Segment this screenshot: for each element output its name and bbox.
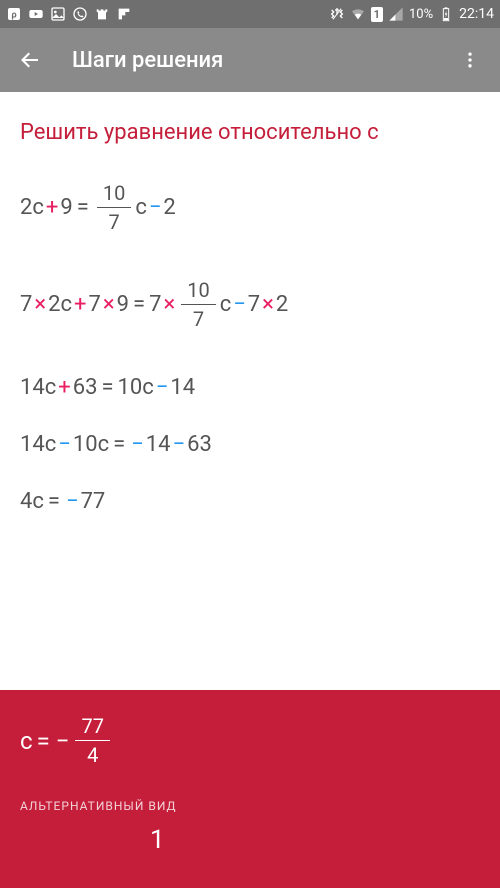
alternative-value: 1 — [20, 825, 480, 855]
numerator: 10 — [97, 181, 131, 208]
minus-op: − — [233, 292, 246, 317]
signal-icon — [388, 6, 404, 22]
minus-op: − — [173, 432, 186, 457]
battery-percent: 10% — [409, 7, 433, 22]
status-notifications: ρ — [6, 6, 132, 22]
minus-op: − — [66, 489, 79, 514]
times-op: × — [34, 292, 46, 317]
arrow-left-icon — [18, 48, 42, 72]
svg-text:ρ: ρ — [11, 9, 16, 20]
term: 2c — [20, 195, 44, 220]
times-op: × — [103, 292, 115, 317]
minus-op: − — [58, 432, 71, 457]
more-vert-icon — [460, 50, 480, 70]
equals-op: = — [101, 375, 113, 400]
equals-op: = — [113, 432, 125, 457]
minus-op: − — [56, 727, 70, 755]
overflow-menu-button[interactable] — [456, 46, 484, 74]
term: 10c — [73, 432, 109, 457]
plus-op: + — [74, 292, 86, 317]
equals-op: = — [37, 727, 50, 755]
page-title: Шаги решения — [72, 48, 456, 73]
term: 7 — [248, 292, 260, 317]
term: 7 — [149, 292, 161, 317]
denominator: 4 — [87, 741, 98, 767]
term: 63 — [73, 375, 98, 400]
result-var: c — [20, 727, 33, 755]
term: c — [220, 292, 232, 317]
term: 4c — [20, 489, 44, 514]
minus-op: − — [149, 195, 162, 220]
sim-label: 1 — [371, 7, 383, 22]
term: 10c — [118, 375, 154, 400]
step-4: 14c − 10c = − 14 − 63 — [20, 432, 480, 457]
alternative-label: АЛЬТЕРНАТИВНЫЙ ВИД — [20, 799, 480, 813]
minus-op: − — [156, 375, 169, 400]
whatsapp-icon — [72, 6, 88, 22]
back-button[interactable] — [16, 46, 44, 74]
equals-op: = — [77, 195, 89, 220]
castle-icon — [94, 6, 110, 22]
image-icon — [50, 6, 66, 22]
term: 2c — [48, 292, 72, 317]
app-icon-p: ρ — [6, 6, 22, 22]
denominator: 7 — [193, 305, 204, 331]
term: 14 — [146, 432, 171, 457]
plus-op: + — [46, 195, 58, 220]
term: 9 — [117, 292, 129, 317]
term: 7 — [89, 292, 101, 317]
times-op: × — [262, 292, 274, 317]
equals-op: = — [48, 489, 60, 514]
term: 2 — [276, 292, 288, 317]
numerator: 77 — [75, 714, 109, 741]
vibrate-icon — [329, 6, 345, 22]
result-panel: c = − 77 4 АЛЬТЕРНАТИВНЫЙ ВИД 1 — [0, 690, 500, 888]
term: 2 — [163, 195, 175, 220]
status-bar: ρ 1 10% 22:14 — [0, 0, 500, 28]
flipboard-icon — [116, 6, 132, 22]
wifi-icon — [350, 6, 366, 22]
plus-op: + — [58, 375, 70, 400]
numerator: 10 — [181, 278, 215, 305]
fraction: 10 7 — [181, 278, 215, 331]
equals-op: = — [133, 292, 145, 317]
app-bar: Шаги решения — [0, 28, 500, 92]
term: 14c — [20, 375, 56, 400]
term: 77 — [81, 489, 106, 514]
denominator: 7 — [108, 208, 119, 234]
status-system: 1 10% 22:14 — [329, 6, 494, 22]
result-fraction: 77 4 — [75, 714, 109, 767]
term: 7 — [20, 292, 32, 317]
battery-icon — [438, 6, 454, 22]
clock: 22:14 — [459, 6, 494, 22]
term: 14c — [20, 432, 56, 457]
step-2: 7 × 2c + 7 × 9 = 7 × 10 7 c − 7 × 2 — [20, 278, 480, 331]
step-1: 2c + 9 = 10 7 c − 2 — [20, 181, 480, 234]
minus-op: − — [131, 432, 144, 457]
problem-heading: Решить уравнение относительно c — [20, 120, 480, 145]
step-5: 4c = − 77 — [20, 489, 480, 514]
solution-steps: Решить уравнение относительно c 2c + 9 =… — [0, 92, 500, 514]
result-equation: c = − 77 4 — [20, 714, 480, 767]
youtube-icon — [28, 6, 44, 22]
term: c — [135, 195, 147, 220]
term: 63 — [187, 432, 212, 457]
step-3: 14c + 63 = 10c − 14 — [20, 375, 480, 400]
times-op: × — [163, 292, 175, 317]
fraction: 10 7 — [97, 181, 131, 234]
term: 14 — [170, 375, 195, 400]
term: 9 — [60, 195, 72, 220]
